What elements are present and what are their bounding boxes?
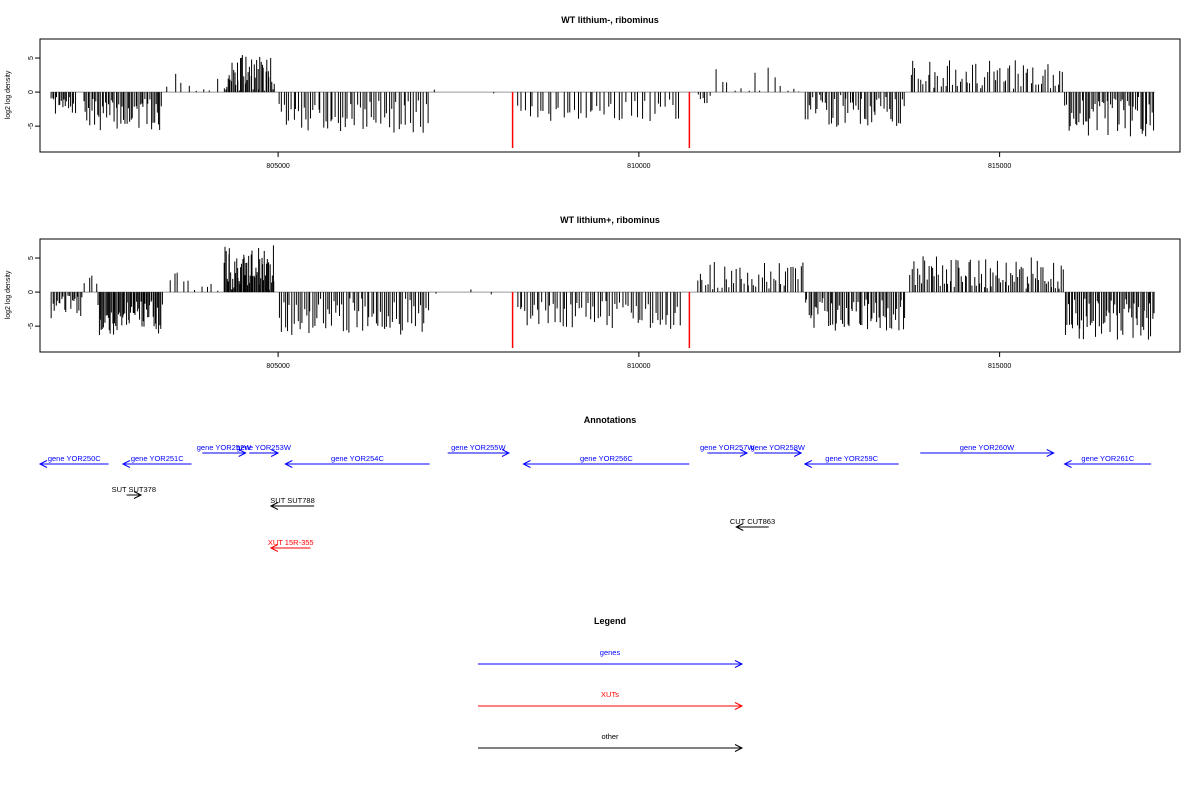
panel-title: WT lithium+, ribominus <box>560 215 660 225</box>
feature-label: gene YOR250C <box>48 454 101 463</box>
feature-arrowhead <box>1063 460 1072 468</box>
feature-sut-sut378: SUT SUT378 <box>112 485 156 499</box>
coverage-panel-lithium-plus: WT lithium+, ribominus log2 log density … <box>5 215 1181 370</box>
annotations-title: Annotations <box>584 415 637 425</box>
feature-label: SUT SUT788 <box>270 496 314 505</box>
y-tick-label: -5 <box>28 323 35 329</box>
x-tick-label: 810000 <box>627 163 650 170</box>
coverage-bars <box>50 245 1155 348</box>
legend-label: other <box>601 732 619 741</box>
plot-frame <box>39 238 1181 353</box>
legend-arrowhead <box>734 744 744 752</box>
feature-arrowhead <box>739 449 749 457</box>
feature-label: gene YOR260W <box>960 443 1015 452</box>
legend-items: genes XUTs other <box>478 648 744 752</box>
axis-ticks: 5 0 -5 805000 810000 815000 <box>28 56 1011 170</box>
feature-gene-yor255w: gene YOR255W <box>447 443 511 457</box>
feature-sut-sut788: SUT SUT788 <box>269 496 315 510</box>
x-tick-label: 810000 <box>627 363 650 370</box>
feature-arrowhead <box>133 491 143 499</box>
plot-frame <box>39 38 1181 153</box>
feature-gene-yor250c: gene YOR250C <box>38 454 109 468</box>
feature-arrowhead <box>269 502 279 510</box>
legend-label: XUTs <box>601 690 619 699</box>
feature-label: gene YOR256C <box>580 454 633 463</box>
feature-gene-yor253w: gene YOR253W <box>236 443 292 457</box>
x-tick-label: 815000 <box>988 163 1011 170</box>
y-tick-label: 0 <box>28 290 35 294</box>
y-axis-label: log2 log density <box>5 270 12 319</box>
feature-arrowhead <box>1046 449 1055 457</box>
feature-label: gene YOR257W <box>700 443 755 452</box>
feature-label: gene YOR251C <box>131 454 184 463</box>
feature-label: XUT 15R-355 <box>268 538 314 547</box>
legend-title: Legend <box>594 616 626 626</box>
legend-item-genes: genes <box>478 648 744 668</box>
feature-label: CUT CUT863 <box>730 517 775 526</box>
feature-arrowhead <box>793 449 803 457</box>
legend: Legend genes XUTs other <box>478 616 744 752</box>
axis-ticks: 5 0 -5 805000 810000 815000 <box>28 256 1011 370</box>
feature-label: gene YOR254C <box>331 454 384 463</box>
feature-arrowhead <box>284 460 293 468</box>
feature-gene-yor252w: gene YOR252W <box>197 443 252 457</box>
coverage-panel-lithium-minus: WT lithium-, ribominus log2 log density … <box>5 15 1181 170</box>
annotations-track: Annotations gene YOR250C gene YOR251C gene… <box>38 415 1152 552</box>
feature-gene-yor254c: gene YOR254C <box>284 454 430 468</box>
feature-xut-15r-355: XUT 15R-355 <box>268 538 314 552</box>
legend-label: genes <box>600 648 621 657</box>
x-tick-label: 815000 <box>988 363 1011 370</box>
feature-gene-yor260w: gene YOR260W <box>920 443 1055 457</box>
legend-arrowhead <box>734 660 744 668</box>
feature-arrowhead <box>501 449 511 457</box>
feature-label: gene YOR255W <box>451 443 506 452</box>
feature-label: gene YOR253W <box>236 443 291 452</box>
feature-label: gene YOR259C <box>825 454 878 463</box>
feature-gene-yor251c: gene YOR251C <box>121 454 192 468</box>
feature-gene-yor261c: gene YOR261C <box>1063 454 1152 468</box>
feature-arrowhead <box>803 460 813 468</box>
feature-arrowhead <box>270 449 280 457</box>
panel-title: WT lithium-, ribominus <box>561 15 659 25</box>
feature-gene-yor259c: gene YOR259C <box>803 454 899 468</box>
coverage-bars <box>50 55 1155 148</box>
feature-gene-yor257w: gene YOR257W <box>700 443 755 457</box>
legend-arrowhead <box>734 702 744 710</box>
x-tick-label: 805000 <box>266 363 289 370</box>
legend-item-xuts: XUTs <box>478 690 744 710</box>
feature-label: gene YOR261C <box>1081 454 1134 463</box>
y-tick-label: 5 <box>28 256 35 260</box>
feature-cut-cut863: CUT CUT863 <box>730 517 775 531</box>
legend-item-other: other <box>478 732 744 752</box>
feature-arrowhead <box>238 449 247 457</box>
y-axis-label: log2 log density <box>5 70 12 119</box>
feature-gene-yor256c: gene YOR256C <box>522 454 690 468</box>
feature-arrowhead <box>735 523 744 531</box>
y-tick-label: -5 <box>28 123 35 129</box>
y-tick-label: 0 <box>28 90 35 94</box>
y-tick-label: 5 <box>28 56 35 60</box>
x-tick-label: 805000 <box>266 163 289 170</box>
feature-label: gene YOR258W <box>751 443 806 452</box>
feature-arrowhead <box>121 460 131 468</box>
feature-arrowhead <box>269 544 279 552</box>
feature-arrowhead <box>38 460 48 468</box>
feature-label: gene YOR252W <box>197 443 252 452</box>
feature-arrowhead <box>522 460 531 468</box>
feature-gene-yor258w: gene YOR258W <box>751 443 806 457</box>
feature-label: SUT SUT378 <box>112 485 156 494</box>
